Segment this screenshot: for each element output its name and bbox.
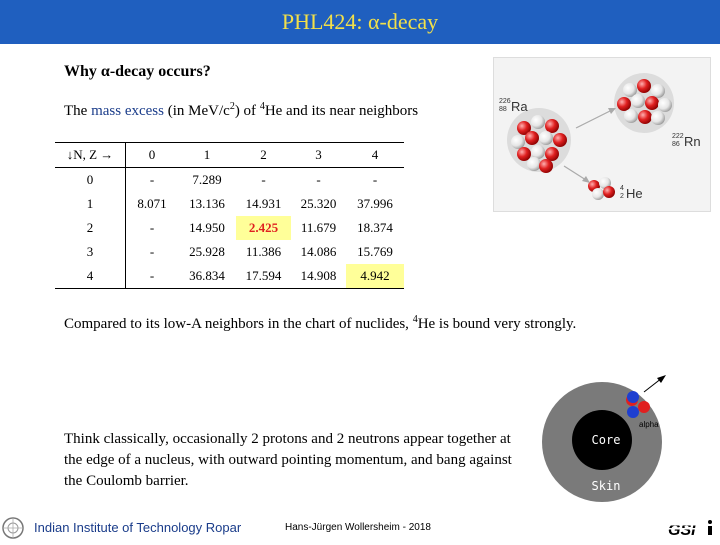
table-cell: 25.928 <box>189 244 225 259</box>
table-cell: 36.834 <box>178 264 236 289</box>
he-symbol: He <box>626 186 643 201</box>
table-cell: 8.071 <box>137 196 167 211</box>
table-cell: - <box>316 172 321 187</box>
table-cell: 11.679 <box>300 220 337 235</box>
intro-mid2: ) of <box>234 103 260 119</box>
core-label: Core <box>592 433 621 447</box>
table-cell: 1 <box>55 192 126 216</box>
table-cell: - <box>149 172 155 187</box>
table-cell: 37.996 <box>357 196 393 211</box>
gsi-logo-text: GSI <box>668 522 696 539</box>
table-cell: 25.320 <box>300 196 337 211</box>
table-header-cell: 0 <box>125 142 178 168</box>
table-cell: 11.386 <box>245 244 282 259</box>
table-cell: 14.931 <box>245 196 282 211</box>
alpha-decay-figure: 226 88 Ra 222 86 Rn 4 2 He <box>493 57 711 212</box>
radium-nucleus <box>507 108 571 173</box>
momentum-arrowhead <box>657 375 666 383</box>
iit-ropar-emblem-icon <box>2 517 24 539</box>
title-bar: PHL424: α-decay <box>0 0 720 44</box>
table-cell: 14.086 <box>300 244 337 259</box>
rn-z: 86 <box>672 141 680 148</box>
alpha-label: alpha <box>639 420 659 429</box>
institute-name: Indian Institute of Technology Ropar <box>34 520 242 535</box>
intro-before: The <box>64 103 92 119</box>
intro-text: The mass excess (in MeV/c2) of 4He and i… <box>64 101 419 120</box>
table-header-cell: 1 <box>178 142 236 168</box>
table-cell: - <box>261 172 266 187</box>
ra-symbol: Ra <box>511 99 528 114</box>
ra-z: 88 <box>499 106 507 113</box>
table-header-row: ↓N, Z → 0 1 2 3 4 <box>55 142 404 168</box>
mass-excess-term: mass excess <box>91 103 164 119</box>
compared-after: He is bound very strongly. <box>417 316 577 332</box>
compared-before: Compared to its low-A neighbors in the c… <box>64 316 413 332</box>
intro-mid1: (in MeV/c <box>163 103 230 119</box>
core-region <box>572 410 632 470</box>
table-cell: - <box>125 264 178 289</box>
table-row: 0 - 7.289 - - - <box>55 167 404 192</box>
gsi-logo-icon: GSI <box>668 520 712 539</box>
proton <box>638 401 650 413</box>
decay-arrow-he <box>563 165 587 181</box>
gsi-logo: GSI <box>666 516 720 540</box>
intro-sup2: 4 <box>259 101 265 112</box>
decay-arrowhead-he <box>582 176 590 183</box>
table-row: 2 - 14.950 2.425 11.679 18.374 <box>55 216 404 240</box>
beryllium-8-cell: 4.942 <box>346 264 404 289</box>
skin-label: Skin <box>592 479 621 493</box>
slide-title: PHL424: α-decay <box>281 9 439 34</box>
nucleus-illustration: Core Skin alpha <box>540 370 675 505</box>
table-cell: - <box>149 220 155 235</box>
table-cell: 2 <box>55 216 126 240</box>
iit-ropar-logo <box>0 516 26 540</box>
table-cell: 14.908 <box>291 264 346 289</box>
helium-4-cell: 2.425 <box>236 216 291 240</box>
table-row: 3 - 25.928 11.386 14.086 15.769 <box>55 240 404 264</box>
section-heading: Why α-decay occurs? <box>64 63 211 80</box>
author-credit: Hans-Jürgen Wollersheim - 2018 <box>285 522 431 533</box>
table-cell: 4 <box>55 264 126 289</box>
radon-nucleus <box>614 73 674 133</box>
think-paragraph: Think classically, occasionally 2 proton… <box>64 431 512 489</box>
ra-mass: 226 <box>499 98 511 105</box>
decay-arrow-rn <box>575 109 613 129</box>
he-mass: 4 <box>620 185 624 192</box>
table-cell: 7.289 <box>192 172 222 187</box>
table-header-cell: 4 <box>346 142 404 168</box>
neutron <box>627 391 639 403</box>
table-cell: 15.769 <box>357 244 393 259</box>
table-cell: 17.594 <box>236 264 291 289</box>
compared-sup: 4 <box>412 314 418 325</box>
nucleus-figure: Core Skin alpha <box>540 370 675 505</box>
table-cell: - <box>372 172 378 187</box>
rn-mass: 222 <box>672 133 684 140</box>
table-row: 1 8.071 13.136 14.931 25.320 37.996 <box>55 192 404 216</box>
alpha-particle <box>588 177 615 200</box>
rn-symbol: Rn <box>684 134 701 149</box>
table-cell: 14.950 <box>189 220 225 235</box>
intro-sup1: 2 <box>229 101 235 112</box>
table-header-cell: 3 <box>291 142 346 168</box>
table-header-cell: 2 <box>236 142 291 168</box>
table-cell: 13.136 <box>189 196 225 211</box>
compared-text: Compared to its low-A neighbors in the c… <box>64 314 577 333</box>
alpha-decay-illustration: 226 88 Ra 222 86 Rn 4 2 He <box>499 73 701 201</box>
decay-arrowhead-rn <box>608 108 616 114</box>
he-z: 2 <box>620 193 624 200</box>
table-cell: 18.374 <box>357 220 393 235</box>
table-cell: 0 <box>55 167 126 192</box>
table-header-cell: ↓N, Z → <box>55 142 126 168</box>
mass-excess-table: ↓N, Z → 0 1 2 3 4 0 - 7.289 - - - 1 8.07… <box>55 142 404 289</box>
intro-after: He and its near neighbors <box>264 103 419 119</box>
table-row: 4 - 36.834 17.594 14.908 4.942 <box>55 264 404 289</box>
neutron <box>627 406 639 418</box>
table-cell: 3 <box>55 240 126 264</box>
table-cell: - <box>149 244 155 259</box>
